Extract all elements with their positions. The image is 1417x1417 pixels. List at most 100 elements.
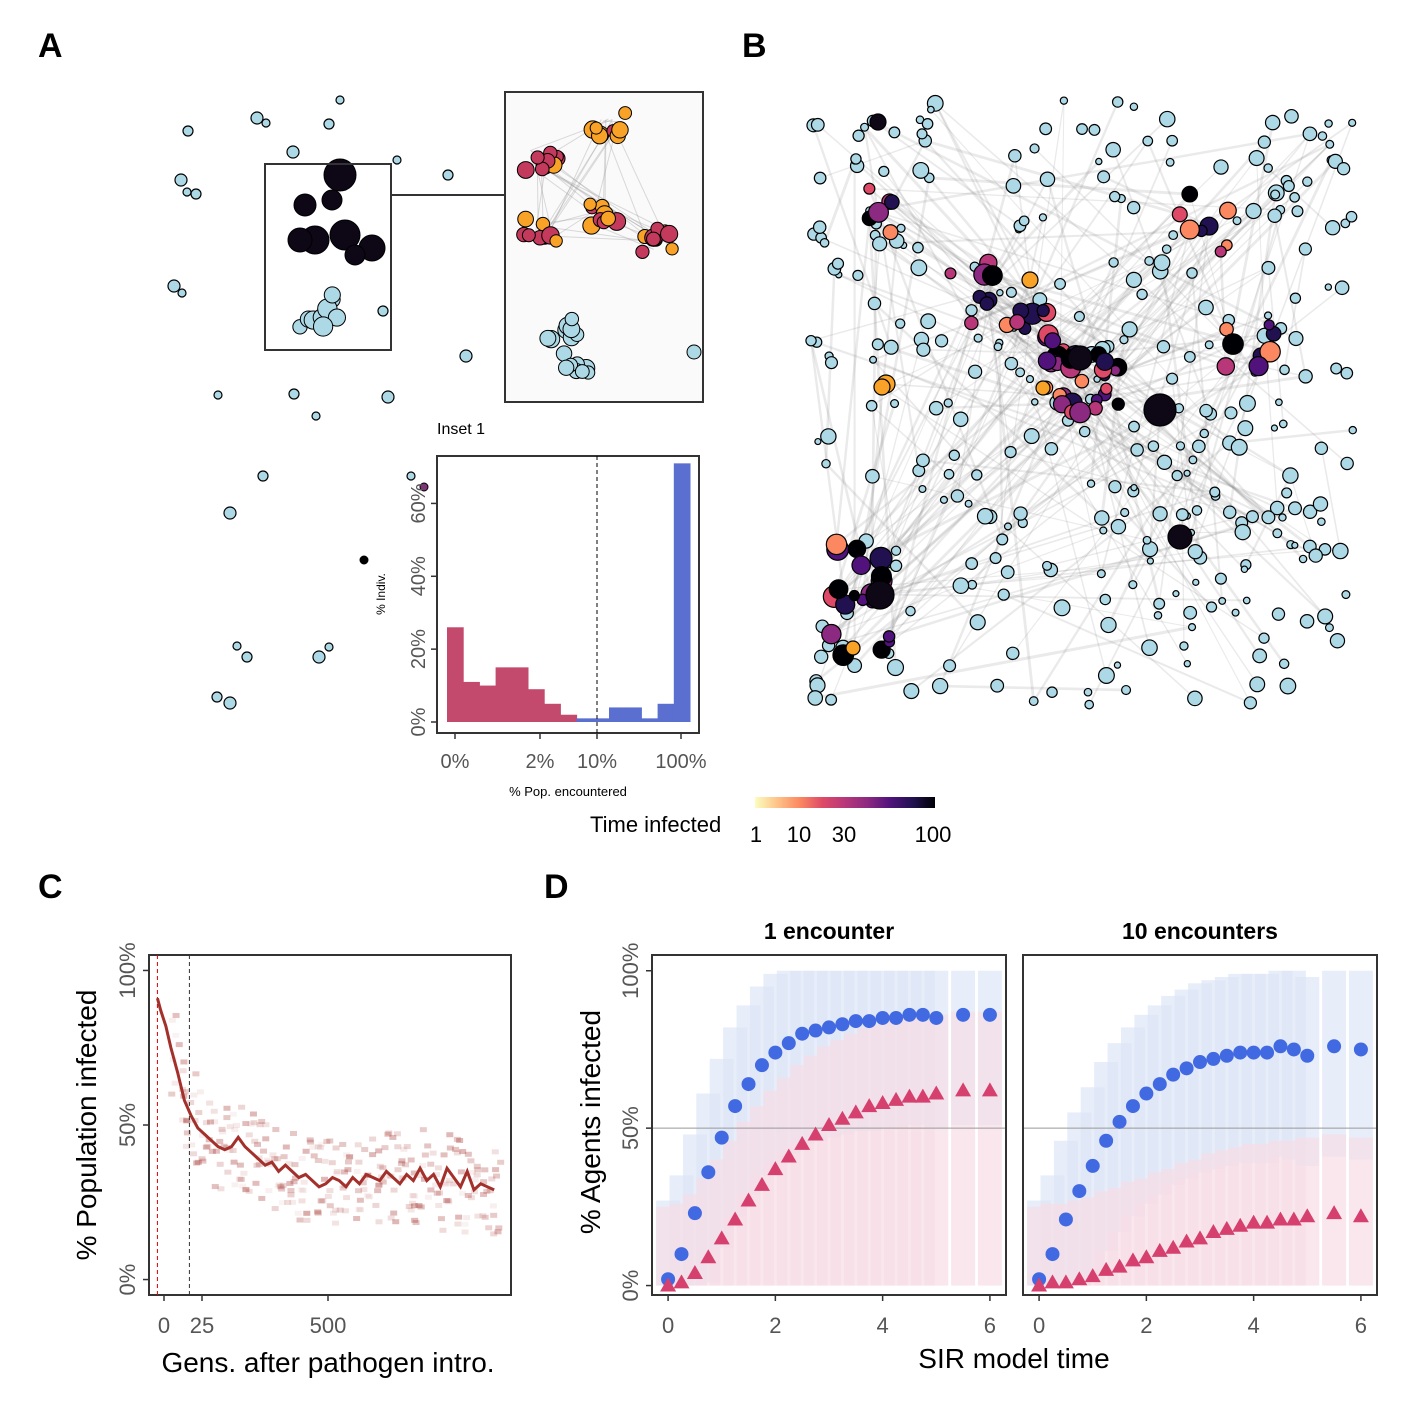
network-node bbox=[286, 145, 300, 159]
network-node bbox=[1165, 372, 1179, 385]
heatmap-cell bbox=[394, 1144, 402, 1150]
network-edge bbox=[1090, 371, 1256, 401]
heatmap-cell bbox=[216, 1161, 224, 1167]
network-node bbox=[1175, 508, 1189, 522]
heatmap-cell bbox=[314, 1210, 322, 1216]
heatmap-cell bbox=[359, 1180, 367, 1186]
pink-triangle bbox=[1232, 1217, 1249, 1232]
network-edge bbox=[910, 442, 1231, 692]
network-node bbox=[635, 244, 650, 259]
heatmap-cell bbox=[411, 1217, 419, 1223]
network-node bbox=[1259, 340, 1281, 363]
network-node bbox=[1324, 219, 1341, 236]
network-edge bbox=[869, 187, 1281, 211]
network-node bbox=[1039, 122, 1053, 136]
heatmap-cell bbox=[440, 1152, 448, 1158]
blue-point bbox=[1112, 1114, 1127, 1129]
heatmap-cell bbox=[252, 1180, 260, 1186]
network-edge bbox=[1117, 229, 1191, 369]
network-edge bbox=[863, 126, 973, 324]
network-node bbox=[1172, 590, 1180, 598]
network-node bbox=[828, 579, 849, 600]
network-node bbox=[1042, 560, 1053, 571]
heatmap-cell bbox=[269, 1152, 277, 1158]
network-node bbox=[1270, 189, 1281, 200]
heatmap-cell bbox=[336, 1207, 344, 1213]
panel-c-x-ticks: 0 25 500 bbox=[158, 1295, 346, 1338]
network-edge bbox=[853, 398, 1098, 667]
network-edge bbox=[1192, 459, 1326, 617]
pink-triangle bbox=[1285, 1211, 1302, 1226]
heatmap-cell bbox=[226, 1124, 234, 1130]
network-node bbox=[1291, 541, 1299, 549]
network-node bbox=[886, 658, 905, 677]
network-node bbox=[1142, 135, 1154, 147]
network-edge bbox=[823, 160, 856, 244]
heatmap-cell bbox=[333, 1169, 341, 1175]
network-node bbox=[1129, 102, 1139, 111]
heatmap-cell bbox=[226, 1147, 234, 1153]
network-edge bbox=[1003, 593, 1251, 704]
network-node bbox=[1088, 123, 1101, 136]
heatmap-cell bbox=[361, 1147, 369, 1153]
heatmap-cell bbox=[224, 1169, 232, 1175]
heatmap-cell bbox=[242, 1186, 250, 1192]
pink-triangle bbox=[700, 1249, 717, 1264]
network-edge bbox=[814, 625, 1193, 700]
network-node bbox=[1312, 496, 1329, 512]
network-node bbox=[312, 650, 326, 664]
network-edge bbox=[830, 299, 990, 700]
network-edge bbox=[871, 405, 897, 551]
pink-triangle bbox=[1326, 1205, 1343, 1220]
heatmap-cell bbox=[202, 1120, 210, 1126]
network-node bbox=[1264, 114, 1281, 131]
network-edge bbox=[881, 386, 1265, 639]
heatmap-cell bbox=[407, 1207, 415, 1213]
network-edge bbox=[881, 210, 1254, 388]
heatmap-cell bbox=[343, 1152, 351, 1158]
heatmap-cell bbox=[353, 1169, 361, 1175]
blue-point bbox=[875, 1010, 890, 1025]
network-node bbox=[1345, 210, 1358, 223]
network-node bbox=[1317, 608, 1334, 625]
heatmap-cell bbox=[372, 1202, 380, 1208]
network-node bbox=[1191, 439, 1206, 454]
heatmap-cell bbox=[291, 1162, 299, 1168]
network-node bbox=[847, 539, 867, 559]
panel-d-y-ticks: 0% 50% 100% bbox=[618, 943, 652, 1301]
network-edge bbox=[1132, 324, 1270, 586]
network-edge bbox=[831, 526, 1119, 635]
blue-point bbox=[1072, 1184, 1087, 1199]
network-node bbox=[990, 678, 1005, 693]
heatmap-cell bbox=[263, 1157, 271, 1163]
heatmap-cell bbox=[223, 1105, 231, 1111]
network-node bbox=[948, 449, 960, 461]
network-edge bbox=[832, 213, 1181, 601]
histogram-bar bbox=[447, 627, 464, 722]
heatmap-cell bbox=[375, 1219, 383, 1225]
heatmap-cell bbox=[204, 1143, 212, 1149]
heatmap-cell bbox=[360, 1187, 368, 1193]
network-node bbox=[1100, 382, 1113, 395]
heatmap-cell bbox=[398, 1160, 406, 1166]
heatmap-cell bbox=[474, 1167, 482, 1173]
heatmap-cell bbox=[449, 1181, 457, 1187]
network-edge bbox=[983, 273, 1227, 368]
heatmap-cell bbox=[194, 1159, 202, 1165]
network-node bbox=[241, 651, 253, 663]
network-node bbox=[1282, 467, 1299, 484]
histogram-bar bbox=[609, 707, 626, 722]
network-node bbox=[1336, 162, 1351, 176]
heatmap-cell bbox=[278, 1186, 286, 1192]
heatmap-cell bbox=[339, 1141, 347, 1147]
blue-point bbox=[781, 1036, 796, 1051]
heatmap-cell bbox=[314, 1157, 322, 1163]
network-node bbox=[1036, 303, 1050, 318]
network-edge bbox=[930, 109, 1231, 444]
network-edge bbox=[978, 118, 1168, 298]
network-node bbox=[329, 219, 361, 251]
pink-triangle bbox=[1151, 1242, 1168, 1257]
heatmap-cell bbox=[303, 1217, 311, 1223]
network-node bbox=[1144, 255, 1155, 266]
heatmap-cell bbox=[188, 1142, 196, 1148]
